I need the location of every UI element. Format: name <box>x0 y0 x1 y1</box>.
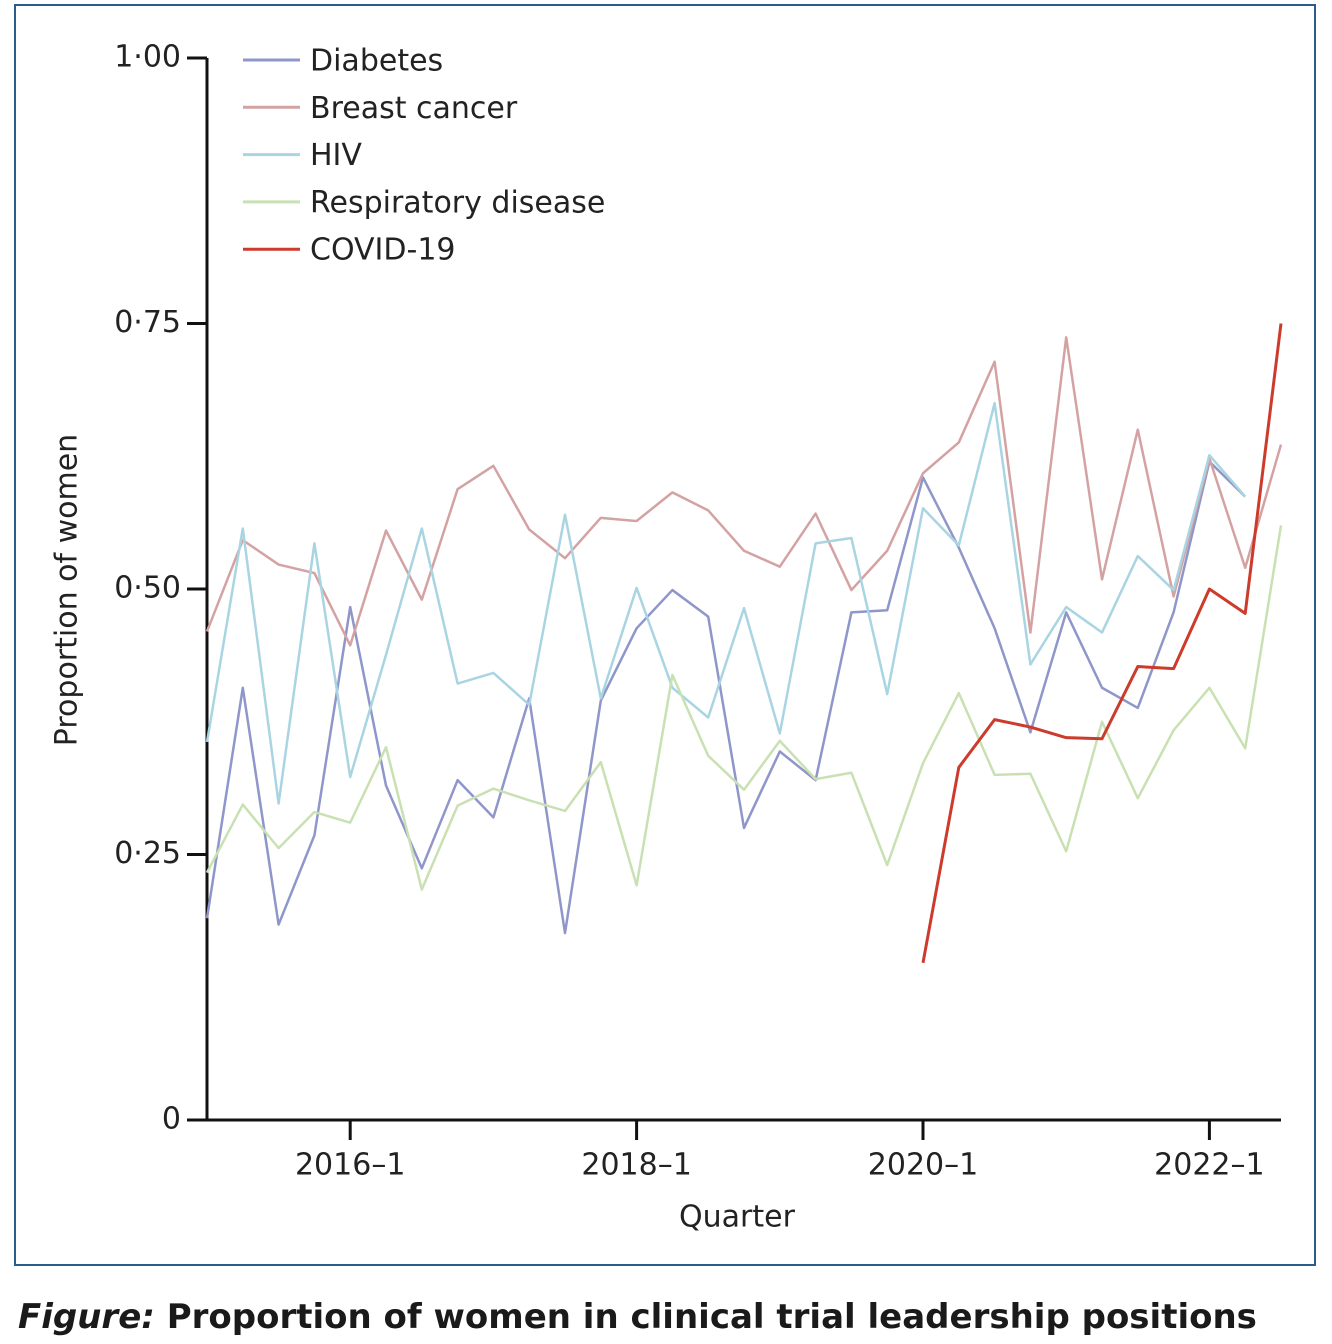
caption: Figure: Proportion of women in clinical … <box>18 1297 1257 1337</box>
legend-label: Breast cancer <box>310 91 518 126</box>
y-tick-label: 1·00 <box>114 40 181 75</box>
y-tick-label: 0 <box>162 1102 181 1137</box>
caption-text: Proportion of women in clinical trial le… <box>167 1297 1257 1337</box>
legend-label: Diabetes <box>310 44 443 79</box>
x-tick-label: 2022–1 <box>1154 1148 1264 1183</box>
legend-label: Respiratory disease <box>310 185 605 220</box>
legend-label: COVID-19 <box>310 233 456 268</box>
y-tick-label: 0·25 <box>114 836 181 871</box>
y-tick-label: 0·75 <box>114 305 181 340</box>
y-axis-label: Proportion of women <box>50 434 85 746</box>
series-line <box>205 336 1283 647</box>
caption-label: Figure: <box>18 1297 155 1337</box>
series-line <box>205 460 1247 935</box>
series-line <box>205 401 1247 805</box>
series-line <box>921 323 1283 964</box>
x-axis-label: Quarter <box>679 1200 796 1235</box>
frame <box>14 4 1316 1266</box>
x-tick-label: 2020–1 <box>868 1148 978 1183</box>
x-tick-label: 2016–1 <box>295 1148 405 1183</box>
x-tick-label: 2018–1 <box>581 1148 691 1183</box>
series-line <box>205 525 1283 891</box>
y-tick-label: 0·50 <box>114 571 181 606</box>
legend-label: HIV <box>310 138 362 173</box>
